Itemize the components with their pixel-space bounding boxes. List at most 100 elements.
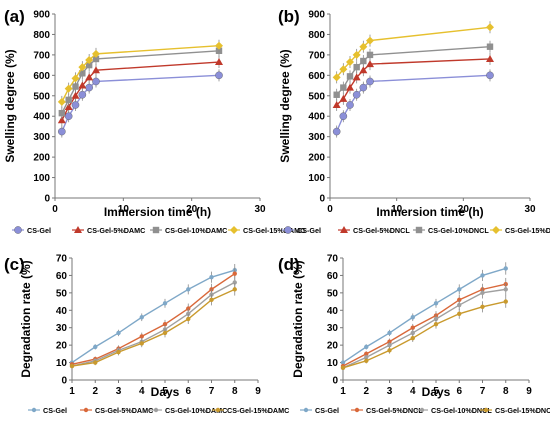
y-tick-label: 40 xyxy=(56,306,68,317)
data-point xyxy=(215,41,223,50)
data-point xyxy=(232,280,237,285)
legend-marker xyxy=(215,407,221,413)
data-point xyxy=(352,90,361,99)
x-tick-label: 6 xyxy=(456,386,462,397)
x-tick-label: 7 xyxy=(209,386,215,397)
data-point xyxy=(503,287,508,292)
data-point xyxy=(503,299,508,304)
x-tick-label: 3 xyxy=(116,386,122,397)
data-point xyxy=(64,112,73,121)
y-tick-label: 60 xyxy=(56,271,68,282)
series-line xyxy=(71,273,236,365)
y-tick-label: 300 xyxy=(33,132,50,143)
legend-entry: CS-Gel xyxy=(43,406,67,415)
x-axis-label: Days xyxy=(422,385,451,399)
series-1 xyxy=(332,52,494,111)
legend-marker xyxy=(230,226,238,234)
data-point xyxy=(346,73,354,80)
data-point xyxy=(387,330,392,336)
data-point xyxy=(78,63,87,72)
data-point xyxy=(360,57,367,65)
x-tick-label: 8 xyxy=(503,386,509,397)
legend-marker xyxy=(14,226,22,234)
data-point xyxy=(339,65,348,74)
legend-entry: CS-Gel xyxy=(27,226,51,235)
data-point xyxy=(457,311,462,316)
x-axis-label: Immersion time (h) xyxy=(376,205,483,219)
series-3 xyxy=(332,21,494,84)
data-point xyxy=(486,23,494,32)
series-2 xyxy=(58,44,223,120)
data-point xyxy=(139,315,144,320)
data-point xyxy=(410,325,415,330)
data-point xyxy=(340,360,346,365)
data-point xyxy=(480,304,485,309)
legend-marker xyxy=(483,407,489,413)
chart-panel-2: (c) 0 10 20 30 40 50 60 70 1 2 3 4 5 6 7 8 9 Days Degradati… xyxy=(4,254,289,416)
y-tick-label: 70 xyxy=(327,254,339,265)
data-point xyxy=(340,84,347,91)
x-axis-label: Immersion time (h) xyxy=(104,205,211,219)
data-point xyxy=(359,83,368,92)
y-tick-label: 100 xyxy=(308,173,325,184)
data-point xyxy=(353,63,360,71)
data-point xyxy=(346,101,354,109)
y-tick-label: 400 xyxy=(33,112,50,123)
legend-entry: CS-Gel-10%DAMC xyxy=(165,226,227,235)
y-axis-label: Degradation rate (%) xyxy=(291,260,305,377)
data-point xyxy=(503,266,508,271)
legend-marker xyxy=(74,226,82,233)
y-axis-label: Swelling degree (%) xyxy=(278,49,292,162)
data-point xyxy=(364,355,369,360)
data-point xyxy=(346,58,354,67)
data-point xyxy=(162,301,168,306)
data-point xyxy=(352,50,361,59)
x-tick-label: 9 xyxy=(255,386,261,397)
data-point xyxy=(85,56,94,64)
series-line xyxy=(342,288,506,369)
series-2 xyxy=(340,283,508,370)
legend-marker xyxy=(340,226,348,233)
data-point xyxy=(69,363,75,369)
data-point xyxy=(79,70,86,77)
legend-entry: CS-Gel-5%DAMC xyxy=(95,406,153,415)
x-tick-label: 3 xyxy=(387,386,393,397)
y-tick-label: 900 xyxy=(33,10,50,21)
x-tick-label: 30 xyxy=(254,204,266,215)
series-line xyxy=(71,269,235,364)
data-point xyxy=(364,344,369,350)
legend-marker xyxy=(83,407,89,413)
data-point xyxy=(480,273,485,278)
data-point xyxy=(92,66,100,74)
series-3 xyxy=(69,283,237,369)
legend-marker xyxy=(31,407,37,413)
data-point xyxy=(116,330,121,336)
x-tick-label: 20 xyxy=(186,204,198,215)
y-tick-label: 30 xyxy=(327,323,339,334)
x-tick-label: 1 xyxy=(340,386,346,397)
y-tick-label: 800 xyxy=(308,30,325,41)
y-tick-label: 600 xyxy=(33,71,50,82)
data-point xyxy=(340,365,346,370)
data-point xyxy=(64,84,73,93)
y-tick-label: 10 xyxy=(327,358,339,369)
data-point xyxy=(57,116,66,124)
data-point xyxy=(346,83,354,91)
legend-entry: CS-Gel-15%DAMC xyxy=(243,226,305,235)
x-tick-label: 0 xyxy=(52,204,58,215)
panel-label: (b) xyxy=(278,7,300,26)
data-point xyxy=(58,127,66,136)
data-point xyxy=(366,77,374,86)
x-tick-label: 6 xyxy=(185,386,191,397)
x-tick-label: 4 xyxy=(410,386,416,397)
x-tick-label: 10 xyxy=(391,204,403,215)
y-tick-label: 60 xyxy=(327,271,339,282)
x-tick-label: 30 xyxy=(524,204,536,215)
data-point xyxy=(332,73,341,82)
series-line xyxy=(342,267,506,364)
data-point xyxy=(162,322,168,327)
panel-label: (a) xyxy=(4,7,25,26)
data-point xyxy=(387,339,392,344)
y-tick-label: 0 xyxy=(61,376,67,387)
x-tick-label: 0 xyxy=(327,204,333,215)
